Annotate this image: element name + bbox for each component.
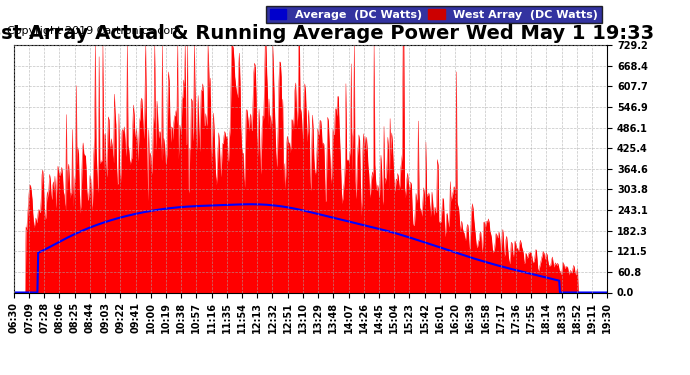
Legend: Average  (DC Watts), West Array  (DC Watts): Average (DC Watts), West Array (DC Watts… [266,6,602,24]
Text: Copyright 2019 Cartronics.com: Copyright 2019 Cartronics.com [7,26,181,36]
Title: West Array Actual & Running Average Power Wed May 1 19:33: West Array Actual & Running Average Powe… [0,24,654,44]
